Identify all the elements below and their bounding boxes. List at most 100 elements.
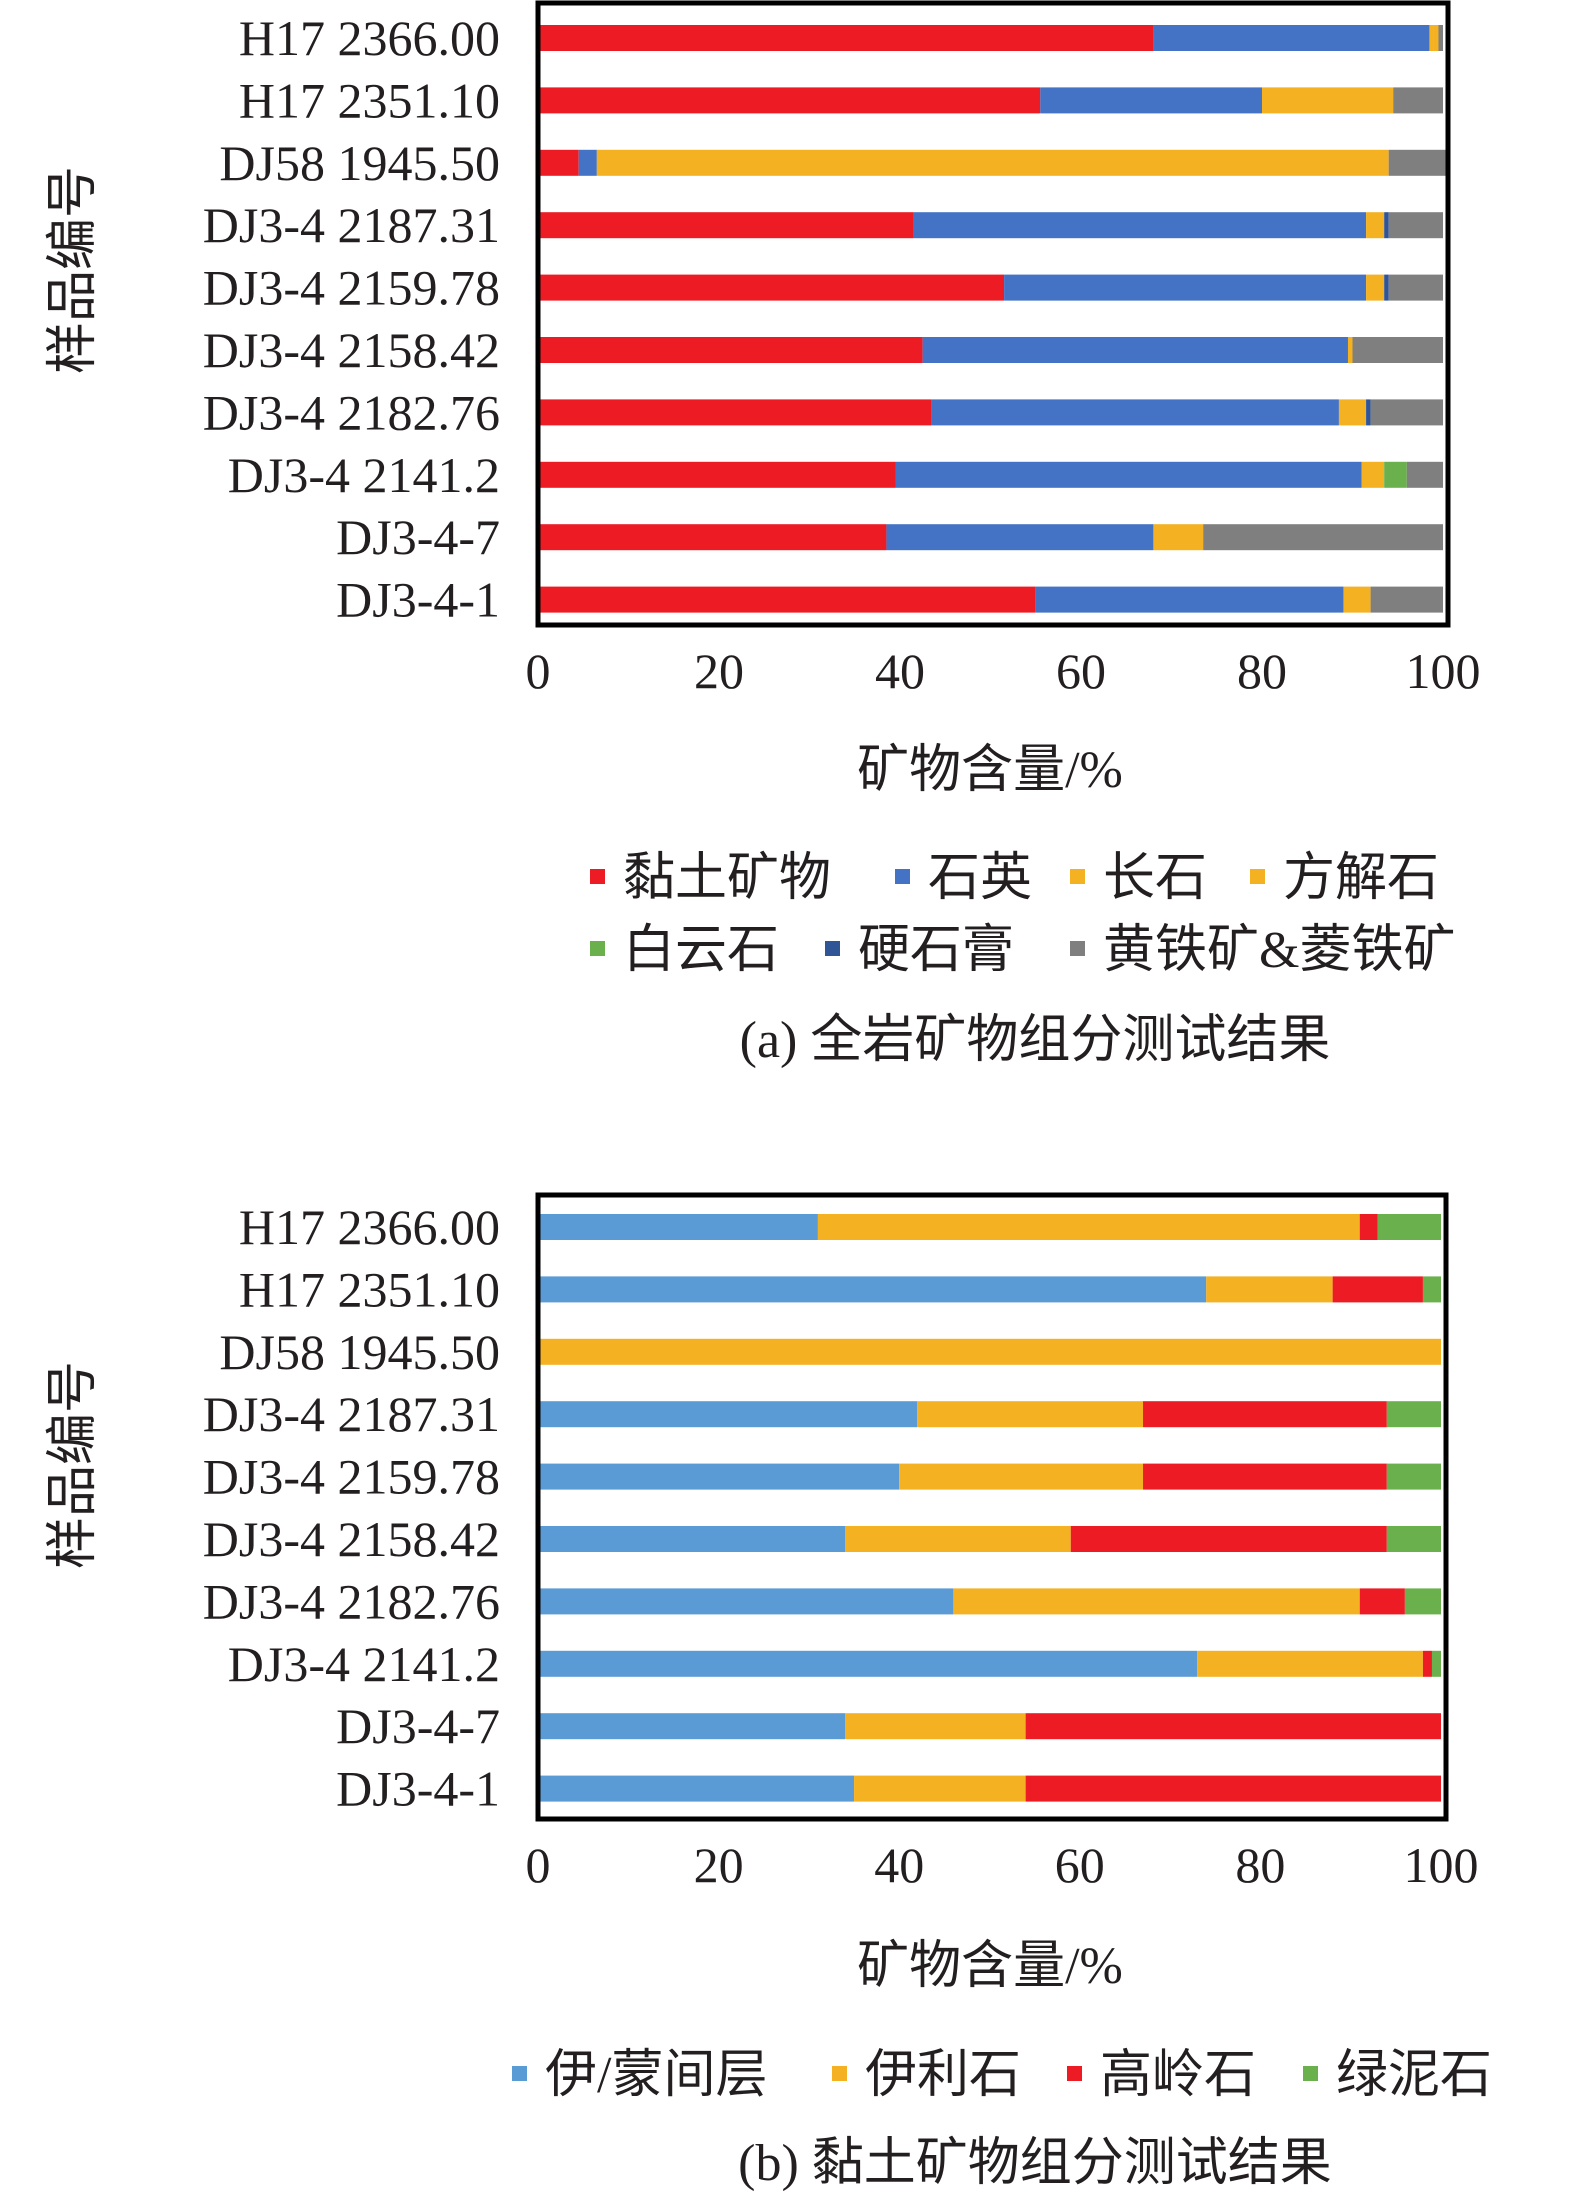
chart-b: H17 2366.00 H17 2351.10 DJ58 1945.50 DJ3-4 … — [45, 1192, 1492, 2192]
bar-segment — [1377, 1214, 1441, 1240]
bar-segment — [1388, 274, 1443, 301]
bar-segment — [1352, 337, 1443, 363]
bar-segment — [1035, 586, 1344, 613]
bar-segment — [899, 1463, 1144, 1490]
category-label: H17 2366.00 — [239, 1199, 500, 1255]
bar-segment — [1366, 212, 1385, 239]
bar-segment — [538, 1276, 1207, 1303]
bar-segment — [1343, 586, 1371, 613]
y-axis-title: 样品编号 — [45, 1361, 102, 1569]
bar-segment — [1388, 149, 1448, 176]
bar-segment — [1429, 25, 1434, 51]
bar-segment — [596, 149, 1389, 176]
bar-segment — [1070, 1526, 1387, 1552]
bar-segment — [1366, 399, 1371, 426]
legend-swatch — [825, 941, 840, 956]
bar-segment — [817, 1214, 1360, 1240]
legend-label: 伊/蒙间层 — [545, 2047, 767, 2104]
bar-segment — [538, 274, 1005, 301]
bar-segment — [1143, 1401, 1387, 1428]
category-label: DJ3-4-7 — [336, 1698, 500, 1754]
category-label: DJ3-4-7 — [336, 509, 500, 565]
x-tick-label: 20 — [694, 1837, 744, 1893]
legend-swatch — [832, 2066, 847, 2081]
category-label: DJ3-4 2158.42 — [203, 322, 500, 378]
bar-segment — [1438, 25, 1443, 51]
bar-segment — [1406, 461, 1443, 488]
legend-swatch — [512, 2066, 527, 2081]
x-axis-title: 矿物含量/% — [857, 742, 1123, 799]
category-label: DJ3-4-1 — [336, 572, 500, 628]
bar-segment — [1153, 25, 1430, 51]
bar-segment — [1384, 212, 1389, 239]
bar-segment — [538, 461, 896, 488]
x-tick-label: 100 — [1406, 643, 1481, 699]
category-label: DJ3-4 2187.31 — [203, 197, 500, 253]
bar-segment — [538, 1650, 1198, 1677]
bar-segment — [913, 212, 1367, 239]
x-tick-label: 20 — [694, 643, 744, 699]
x-tick-label: 60 — [1055, 1837, 1105, 1893]
category-label: H17 2351.10 — [239, 1261, 500, 1317]
x-tick-label: 60 — [1056, 643, 1106, 699]
chart-a: H17 2366.00 H17 2351.10 DJ58 1945.50 DJ3-4 … — [45, 0, 1481, 1069]
bar-segment — [1386, 1526, 1441, 1552]
category-label: DJ3-4 2141.2 — [228, 1636, 500, 1692]
legend-swatch — [590, 869, 605, 884]
category-label: H17 2351.10 — [239, 72, 500, 128]
legend-label: 伊利石 — [865, 2047, 1021, 2104]
bar-segment — [538, 399, 932, 426]
legend-label: 硬石膏 — [858, 922, 1014, 979]
figure-caption: (a) 全岩矿物组分测试结果 — [740, 1012, 1331, 1069]
bar-segment — [538, 87, 1041, 114]
bar-segment — [1404, 1588, 1441, 1615]
legend-swatch — [895, 869, 910, 884]
category-label: DJ3-4 2159.78 — [203, 1449, 500, 1505]
bar-segment — [538, 1775, 855, 1802]
x-axis-title: 矿物含量/% — [857, 1938, 1123, 1995]
legend-swatch — [1067, 2066, 1082, 2081]
x-tick-label: 0 — [526, 1837, 551, 1893]
bar-segment — [1347, 337, 1353, 363]
bar-segment — [1433, 25, 1439, 51]
bar-segment — [1370, 399, 1443, 426]
bar-segment — [1370, 586, 1443, 613]
bar-segment — [1386, 1401, 1441, 1428]
bar-segment — [1361, 461, 1385, 488]
legend-swatch — [1250, 869, 1265, 884]
bar-segment — [538, 1526, 846, 1552]
bar-segment — [953, 1588, 1360, 1615]
bar-segment — [538, 337, 923, 363]
bar-segment — [854, 1775, 1026, 1802]
category-label: H17 2366.00 — [239, 10, 500, 66]
bar-segment — [1384, 274, 1389, 301]
x-tick-label: 40 — [874, 1837, 924, 1893]
category-label: DJ3-4 2141.2 — [228, 447, 500, 503]
plot-frame — [535, 0, 1451, 628]
legend-label: 高岭石 — [1100, 2047, 1256, 2104]
legend-swatch — [1303, 2066, 1318, 2081]
category-label: DJ3-4 2159.78 — [203, 260, 500, 316]
legend-swatch — [1070, 941, 1085, 956]
bar-segment — [1431, 1650, 1441, 1677]
legend-label: 黏土矿物 — [623, 850, 831, 907]
bar-segment — [1338, 399, 1367, 426]
category-label: DJ3-4-1 — [336, 1761, 500, 1817]
bar-segment — [1359, 1588, 1405, 1615]
bar-segment — [1153, 524, 1204, 551]
bar-segment — [1359, 1214, 1378, 1240]
bar-segment — [1384, 461, 1407, 488]
bar-segment — [886, 524, 1154, 551]
bar-segment — [1203, 524, 1444, 551]
bar-segment — [1422, 1650, 1432, 1677]
x-tick-label: 80 — [1235, 1837, 1285, 1893]
x-tick-label: 0 — [526, 643, 551, 699]
category-label: DJ58 1945.50 — [219, 1324, 500, 1380]
category-label: DJ58 1945.50 — [219, 135, 500, 191]
bar-segment — [1366, 274, 1385, 301]
bar-segment — [538, 1401, 918, 1428]
bar-segment — [1332, 1276, 1423, 1303]
legend-label: 长石 — [1103, 850, 1207, 907]
bar-segment — [1262, 87, 1394, 114]
